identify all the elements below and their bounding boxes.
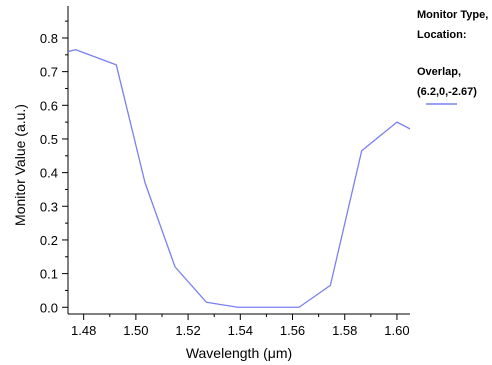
x-axis-label: Wavelength (μm) — [186, 345, 292, 361]
y-axis-label: Monitor Value (a.u.) — [12, 104, 28, 226]
y-tick-label: 0.3 — [40, 199, 58, 214]
legend-header-line-2: Location: — [417, 29, 467, 41]
y-tick-label: 0.2 — [40, 233, 58, 248]
y-tick-label: 0.7 — [40, 65, 58, 80]
series-line — [67, 49, 411, 308]
x-tick-label: 1.50 — [123, 323, 148, 338]
legend-series-name-line-2: (6.2,0,-2.67) — [417, 86, 477, 98]
y-tick-label: 0.0 — [40, 300, 58, 315]
y-tick-label: 0.4 — [40, 166, 58, 181]
x-tick-label: 1.56 — [280, 323, 305, 338]
x-tick-label: 1.60 — [384, 323, 409, 338]
plot-frame — [67, 6, 410, 315]
legend-series-name-line-1: Overlap, — [417, 66, 461, 78]
x-tick-label: 1.54 — [228, 323, 253, 338]
x-axis: 1.48 1.50 1.52 1.54 1.56 1.58 1.60 — [71, 314, 410, 338]
legend-header-line-1: Monitor Type, — [417, 9, 488, 21]
y-tick-label: 0.1 — [40, 267, 58, 282]
y-tick-label: 0.5 — [40, 132, 58, 147]
x-tick-label: 1.52 — [175, 323, 200, 338]
y-tick-label: 0.6 — [40, 98, 58, 113]
y-tick-label: 0.8 — [40, 31, 58, 46]
legend: Monitor Type, Location: Overlap, (6.2,0,… — [417, 9, 488, 105]
x-tick-label: 1.48 — [71, 323, 96, 338]
x-tick-label: 1.58 — [332, 323, 357, 338]
y-axis: 0.0 0.1 0.2 0.3 0.4 0.5 0.6 0.7 0.8 — [40, 20, 68, 315]
series-layer — [67, 49, 411, 308]
